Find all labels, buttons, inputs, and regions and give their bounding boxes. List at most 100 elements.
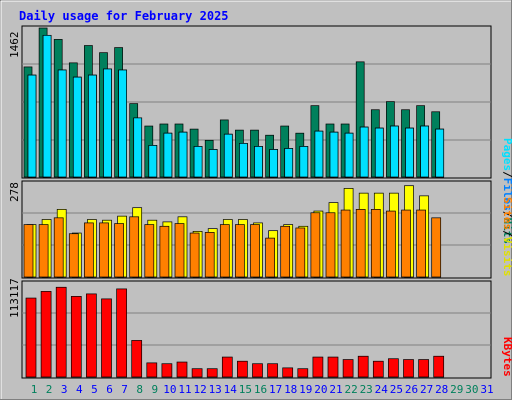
kbytes-bar	[252, 363, 263, 378]
kbytes-bar	[131, 340, 143, 378]
day-tick-label: 7	[121, 383, 128, 396]
day-tick-label: 17	[269, 383, 282, 396]
sites-bar	[219, 224, 230, 278]
pages-bar	[374, 127, 384, 178]
pages-bar	[420, 125, 429, 178]
pages-bar	[118, 69, 127, 178]
kbytes-bar	[403, 359, 414, 378]
pages-bar	[269, 149, 278, 178]
day-tick-label: 24	[375, 383, 389, 396]
pages-bar	[284, 148, 294, 178]
pages-bar	[435, 128, 445, 178]
pages-bar	[329, 131, 339, 178]
legend-pages: Pages	[501, 138, 512, 171]
day-tick-label: 29	[450, 383, 463, 396]
kbytes-bar	[342, 359, 354, 378]
sites-bar	[416, 209, 426, 278]
kbytes-bar	[388, 358, 399, 378]
pages-bar	[178, 131, 188, 178]
sites-bar	[189, 232, 200, 278]
bar-group	[23, 27, 445, 378]
legend-separator: /	[501, 171, 512, 178]
kbytes-bar	[176, 361, 188, 378]
legend-mid: Sites/Visits	[501, 197, 512, 277]
day-tick-label: 14	[224, 383, 238, 396]
day-label-group: 1 2 3 4 5 6 7 8 9 10 11 12 13 14 15 16 17 18 19 20 21 22 23 24 2…	[31, 383, 494, 396]
kbytes-bar	[312, 356, 324, 378]
day-tick-label: 23	[360, 383, 373, 396]
sites-bar	[23, 224, 34, 278]
day-tick-label: 8	[136, 383, 143, 396]
day-tick-label: 30	[465, 383, 478, 396]
chart-title: Daily usage for February 2025	[19, 9, 229, 23]
kbytes-bar	[433, 355, 445, 378]
kbytes-bar	[146, 362, 158, 378]
y-max-label-kbytes: 113117	[8, 278, 21, 318]
kbytes-bar	[282, 367, 294, 378]
day-tick-label: 26	[405, 383, 418, 396]
kbytes-bar	[40, 291, 52, 378]
pages-bar	[72, 76, 82, 178]
day-tick-label: 1	[31, 383, 38, 396]
legend-separator: /	[501, 211, 512, 218]
sites-bar	[114, 223, 124, 278]
pages-bar	[133, 117, 143, 178]
pages-bar	[27, 74, 37, 178]
day-tick-label: 16	[254, 383, 267, 396]
kbytes-bar	[221, 356, 233, 378]
pages-bar	[254, 146, 263, 178]
legend-sites: Sites	[501, 197, 512, 230]
kbytes-bar	[101, 298, 112, 378]
day-tick-label: 12	[193, 383, 206, 396]
day-tick-label: 6	[106, 383, 113, 396]
pages-bar	[208, 149, 218, 178]
sites-bar	[431, 217, 442, 278]
pages-bar	[103, 68, 112, 178]
sites-bar	[159, 225, 170, 278]
day-tick-label: 27	[420, 383, 433, 396]
pages-bar	[42, 34, 52, 178]
sites-bar	[235, 224, 245, 278]
day-tick-label: 21	[329, 383, 342, 396]
pages-bar	[148, 145, 158, 178]
kbytes-bar	[25, 297, 37, 378]
kbytes-bar	[161, 363, 173, 378]
kbytes-bar	[372, 360, 384, 378]
pages-bar	[299, 146, 309, 178]
pages-bar	[239, 143, 248, 178]
kbytes-bar	[237, 360, 248, 378]
pages-bar	[344, 132, 354, 178]
sites-bar	[265, 237, 275, 278]
day-tick-label: 9	[151, 383, 158, 396]
sites-bar	[280, 225, 291, 278]
sites-bar	[174, 223, 185, 278]
sites-bar	[295, 227, 306, 278]
legend-bottom: KBytes	[501, 337, 512, 377]
sites-bar	[340, 209, 351, 278]
sites-bar	[84, 222, 94, 278]
day-tick-label: 31	[480, 383, 493, 396]
day-tick-label: 22	[344, 383, 357, 396]
sites-bar	[325, 212, 336, 278]
legend-hits: Hits	[501, 218, 512, 245]
kbytes-bar	[191, 368, 203, 378]
sites-bar	[144, 224, 155, 278]
y-max-label-hits: 1462	[8, 32, 21, 59]
pages-bar	[163, 132, 173, 178]
y-max-label-visits: 278	[8, 182, 21, 202]
day-tick-label: 20	[314, 383, 327, 396]
kbytes-bar	[86, 293, 97, 378]
pages-bar	[405, 127, 414, 178]
legend-files: Files	[501, 178, 512, 211]
kbytes-bar	[55, 286, 67, 378]
legend-separator: /	[501, 230, 512, 237]
day-tick-label: 18	[284, 383, 297, 396]
sites-bar	[129, 216, 140, 278]
day-tick-label: 11	[178, 383, 191, 396]
day-tick-label: 3	[61, 383, 68, 396]
sites-bar	[99, 222, 109, 278]
pages-bar	[359, 126, 369, 178]
sites-bar	[53, 217, 64, 278]
legend-kbytes: KBytes	[501, 337, 512, 377]
pages-bar	[223, 133, 233, 178]
